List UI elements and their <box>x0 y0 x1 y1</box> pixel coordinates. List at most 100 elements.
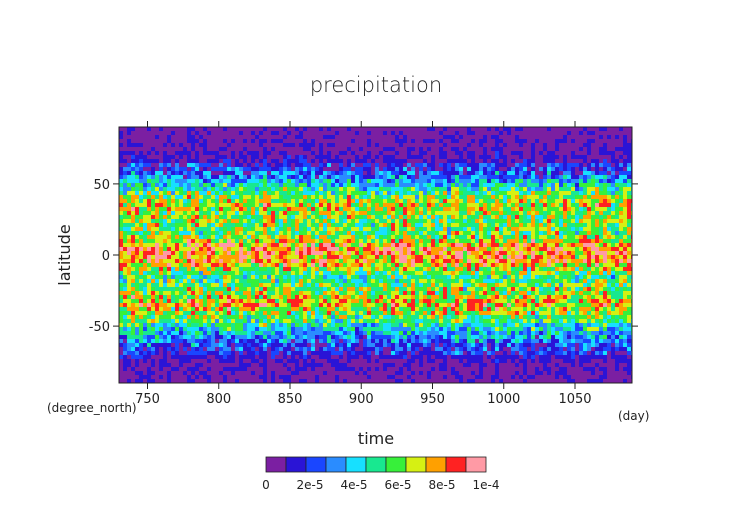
heatmap-cell <box>387 127 391 131</box>
heatmap-cell <box>355 227 359 231</box>
heatmap-cell <box>479 255 483 259</box>
heatmap-cell <box>547 219 551 223</box>
heatmap-cell <box>615 195 619 199</box>
heatmap-cell <box>499 211 503 215</box>
heatmap-cell <box>247 207 251 211</box>
heatmap-cell <box>567 143 571 147</box>
heatmap-cell <box>171 243 175 247</box>
heatmap-cell <box>459 243 463 247</box>
heatmap-cell <box>231 279 235 283</box>
heatmap-cell <box>351 267 355 271</box>
heatmap-cell <box>179 163 183 167</box>
heatmap-cell <box>267 275 271 279</box>
heatmap-cell <box>587 199 591 203</box>
heatmap-cell <box>391 227 395 231</box>
heatmap-cell <box>407 187 411 191</box>
heatmap-cell <box>123 195 127 199</box>
heatmap-cell <box>579 159 583 163</box>
heatmap-cell <box>627 163 631 167</box>
heatmap-cell <box>355 139 359 143</box>
heatmap-cell <box>187 139 191 143</box>
heatmap-cell <box>615 163 619 167</box>
heatmap-cell <box>247 143 251 147</box>
heatmap-cell <box>483 263 487 267</box>
heatmap-cell <box>615 231 619 235</box>
heatmap-cell <box>123 127 127 131</box>
heatmap-cell <box>411 167 415 171</box>
heatmap-cell <box>459 247 463 251</box>
heatmap-cell <box>271 207 275 211</box>
heatmap-cell <box>515 175 519 179</box>
heatmap-cell <box>447 235 451 239</box>
heatmap-cell <box>367 171 371 175</box>
heatmap-cell <box>559 211 563 215</box>
heatmap-cell <box>283 187 287 191</box>
heatmap-cell <box>619 147 623 151</box>
heatmap-cell <box>543 255 547 259</box>
heatmap-cell <box>359 147 363 151</box>
heatmap-cell <box>327 215 331 219</box>
heatmap-cell <box>171 147 175 151</box>
heatmap-cell <box>215 239 219 243</box>
heatmap-cell <box>367 223 371 227</box>
heatmap-cell <box>587 275 591 279</box>
heatmap-cell <box>423 135 427 139</box>
heatmap-cell <box>351 151 355 155</box>
heatmap-cell <box>195 151 199 155</box>
heatmap-cell <box>547 267 551 271</box>
heatmap-cell <box>535 135 539 139</box>
heatmap-cell <box>623 139 627 143</box>
heatmap-cell <box>507 143 511 147</box>
heatmap-cell <box>127 139 131 143</box>
heatmap-cell <box>467 203 471 207</box>
heatmap-cell <box>187 271 191 275</box>
heatmap-cell <box>159 127 163 131</box>
heatmap-cell <box>239 199 243 203</box>
heatmap-cell <box>379 179 383 183</box>
heatmap-cell <box>607 259 611 263</box>
heatmap-cell <box>495 175 499 179</box>
heatmap-cell <box>627 167 631 171</box>
heatmap-cell <box>195 251 199 255</box>
heatmap-cell <box>219 267 223 271</box>
heatmap-cell <box>199 191 203 195</box>
heatmap-cell <box>155 215 159 219</box>
heatmap-cell <box>363 243 367 247</box>
heatmap-cell <box>359 195 363 199</box>
heatmap-cell <box>203 151 207 155</box>
heatmap-cell <box>555 271 559 275</box>
heatmap-cell <box>155 175 159 179</box>
heatmap-cell <box>627 195 631 199</box>
heatmap-cell <box>587 215 591 219</box>
heatmap-cell <box>583 159 587 163</box>
heatmap-cell <box>387 231 391 235</box>
heatmap-cell <box>239 263 243 267</box>
heatmap-cell <box>383 207 387 211</box>
heatmap-cell <box>467 223 471 227</box>
heatmap-cell <box>347 247 351 251</box>
heatmap-cell <box>395 171 399 175</box>
heatmap-cell <box>531 147 535 151</box>
heatmap-cell <box>219 147 223 151</box>
heatmap-cell <box>227 171 231 175</box>
heatmap-cell <box>155 163 159 167</box>
heatmap-cell <box>359 267 363 271</box>
heatmap-cell <box>563 191 567 195</box>
heatmap-cell <box>287 147 291 151</box>
heatmap-cell <box>415 223 419 227</box>
heatmap-cell <box>247 167 251 171</box>
heatmap-cell <box>387 235 391 239</box>
heatmap-cell <box>555 135 559 139</box>
heatmap-cell <box>355 235 359 239</box>
heatmap-cell <box>315 183 319 187</box>
heatmap-cell <box>291 187 295 191</box>
heatmap-cell <box>551 171 555 175</box>
heatmap-cell <box>399 187 403 191</box>
heatmap-cell <box>275 159 279 163</box>
heatmap-cell <box>287 179 291 183</box>
heatmap-cell <box>519 199 523 203</box>
heatmap-cell <box>603 163 607 167</box>
heatmap-cell <box>195 199 199 203</box>
heatmap-cell <box>143 215 147 219</box>
heatmap-cell <box>343 139 347 143</box>
